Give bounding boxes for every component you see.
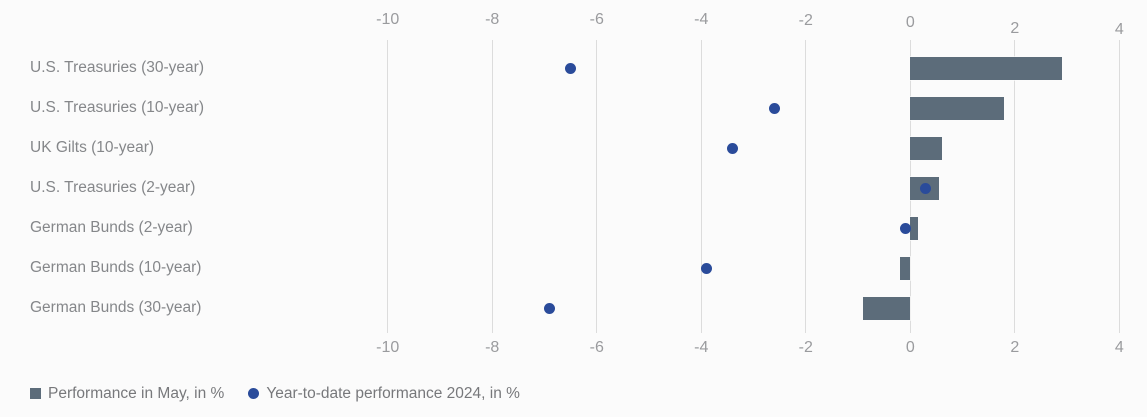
x-tick-top-0: 0	[905, 14, 915, 31]
dot-german-bunds-10-year	[700, 262, 712, 274]
gridline--8	[491, 40, 493, 333]
bar-german-bunds-2-year	[910, 216, 919, 240]
bar-german-bunds-30-year	[863, 296, 911, 320]
legend-item-performance-may: Performance in May, in %	[30, 384, 224, 403]
x-tick-bottom-2: 2	[1010, 339, 1020, 356]
x-tick-bottom--2: -2	[798, 339, 813, 356]
dot-german-bunds-30-year	[544, 302, 556, 314]
x-tick-top--8: -8	[485, 11, 500, 28]
dot-series-swatch-icon	[248, 388, 260, 399]
category-label-u-s-treasuries-2-year: U.S. Treasuries (2-year)	[30, 179, 196, 197]
category-label-german-bunds-2-year: German Bunds (2-year)	[30, 219, 193, 237]
gridline--2	[805, 40, 807, 333]
bar-german-bunds-10-year	[899, 256, 911, 280]
bar-series-swatch-icon	[30, 388, 41, 399]
gridline-2	[1014, 40, 1016, 333]
x-tick-top-2: 2	[1010, 20, 1020, 37]
x-tick-top--4: -4	[694, 11, 709, 28]
legend: Performance in May, in % Year-to-date pe…	[30, 384, 520, 403]
dot-german-bunds-2-year	[899, 222, 911, 234]
dot-u-s-treasuries-10-year	[768, 102, 780, 114]
x-tick-bottom--10: -10	[376, 339, 400, 356]
gridline-4	[1118, 40, 1120, 333]
category-label-u-s-treasuries-10-year: U.S. Treasuries (10-year)	[30, 99, 204, 117]
x-tick-top--10: -10	[376, 11, 400, 28]
x-tick-top--2: -2	[798, 12, 813, 29]
bar-u-s-treasuries-30-year	[910, 56, 1062, 80]
x-tick-bottom-4: 4	[1114, 339, 1124, 356]
x-tick-bottom--8: -8	[485, 339, 500, 356]
gridline--6	[596, 40, 598, 333]
bar-u-s-treasuries-10-year	[910, 96, 1005, 120]
dot-uk-gilts-10-year	[727, 142, 739, 154]
x-tick-bottom--6: -6	[589, 339, 604, 356]
x-tick-top-4: 4	[1114, 21, 1124, 38]
bar-uk-gilts-10-year	[910, 136, 942, 160]
gridline--4	[700, 40, 702, 333]
category-label-german-bunds-30-year: German Bunds (30-year)	[30, 299, 202, 317]
legend-label-ytd-performance: Year-to-date performance 2024, in %	[266, 385, 520, 402]
category-label-uk-gilts-10-year: UK Gilts (10-year)	[30, 139, 155, 157]
category-label-german-bunds-10-year: German Bunds (10-year)	[30, 259, 202, 277]
dot-u-s-treasuries-30-year	[565, 62, 577, 74]
x-tick-bottom-0: 0	[905, 339, 915, 356]
x-tick-top--6: -6	[589, 11, 604, 28]
legend-label-performance-may: Performance in May, in %	[48, 385, 225, 402]
dot-u-s-treasuries-2-year	[920, 182, 932, 194]
x-tick-bottom--4: -4	[694, 339, 709, 356]
legend-item-ytd-performance: Year-to-date performance 2024, in %	[248, 384, 520, 403]
gridline--10	[387, 40, 389, 333]
category-label-u-s-treasuries-30-year: U.S. Treasuries (30-year)	[30, 59, 204, 76]
